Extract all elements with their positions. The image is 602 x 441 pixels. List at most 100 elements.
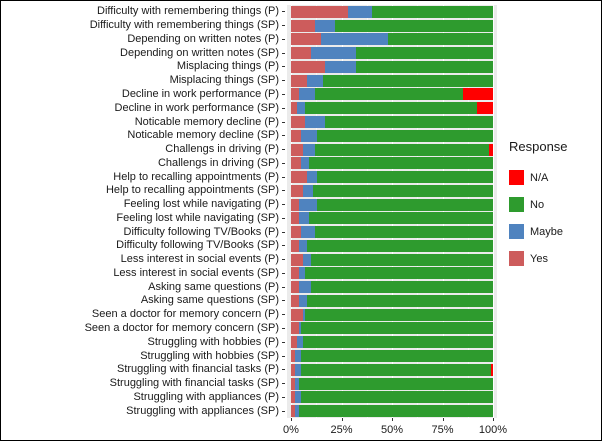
- y-axis-tick: [282, 245, 285, 247]
- bar-segment-yes: [291, 391, 296, 404]
- bar-track: [287, 170, 497, 184]
- bar-segment-no: [305, 102, 477, 115]
- bar-row: Struggling with financial tasks (P): [1, 363, 497, 377]
- category-label: Difficulty with remembering things (SP): [89, 19, 279, 32]
- bar-row: Difficulty following TV/Books (P): [1, 225, 497, 239]
- y-axis-tick: [282, 121, 285, 123]
- bar-segment-maybe: [299, 322, 302, 335]
- bar-row: Challengs in driving (SP): [1, 156, 497, 170]
- bar-row: Asking same questions (SP): [1, 294, 497, 308]
- bar-segment-yes: [291, 253, 304, 266]
- category-label: Less interest in social events (P): [120, 253, 279, 266]
- bar-track: [287, 322, 497, 336]
- bar-track: [287, 253, 497, 267]
- stacked-bar: [291, 350, 493, 363]
- stacked-bar: [291, 294, 493, 307]
- legend-items: N/A No Maybe Yes: [509, 164, 568, 272]
- x-axis-tick: [442, 418, 444, 421]
- legend-swatch: [509, 251, 524, 266]
- major-gridline: [291, 5, 292, 418]
- stacked-bar: [291, 171, 493, 184]
- bar-segment-no: [323, 74, 493, 87]
- bar-segment-maybe: [295, 363, 302, 376]
- category-label: Asking same questions (SP): [140, 294, 279, 307]
- bar-segment-maybe: [305, 116, 326, 128]
- bar-segment-yes: [291, 281, 300, 294]
- y-axis-tick: [282, 93, 285, 95]
- stacked-bar: [291, 129, 493, 142]
- bar-row: Struggling with appliances (SP): [1, 404, 497, 418]
- bar-row: Depending on written notes (SP): [1, 46, 497, 60]
- bar-segment-yes: [291, 336, 298, 349]
- bar-segment-maybe: [299, 239, 308, 252]
- y-axis-tick: [282, 369, 285, 371]
- stacked-bar: [291, 157, 493, 170]
- legend-title: Response: [509, 139, 568, 154]
- major-gridline: [392, 5, 393, 418]
- y-axis-tick: [282, 11, 285, 13]
- bar-segment-yes: [291, 102, 298, 115]
- bar-segment-yes: [291, 212, 300, 225]
- bar-segment-no: [317, 129, 493, 142]
- category-label: Decline in work performance (SP): [114, 101, 279, 114]
- bar-segment-no: [309, 212, 493, 225]
- bar-segment-no: [301, 322, 493, 335]
- bar-row: Difficulty with remembering things (SP): [1, 19, 497, 33]
- bar-segment-maybe: [347, 5, 372, 18]
- bar-track: [287, 239, 497, 253]
- bar-segment-maybe: [325, 60, 356, 73]
- bar-track: [287, 198, 497, 212]
- bar-segment-maybe: [295, 377, 300, 390]
- bar-row: Struggling with hobbies (SP): [1, 349, 497, 363]
- category-label: Seen a doctor for memory concern (SP): [84, 321, 279, 334]
- x-axis-tick: [291, 418, 292, 421]
- minor-gridline: [316, 5, 318, 418]
- bar-segment-maybe: [295, 405, 300, 418]
- stacked-bar: [291, 60, 493, 73]
- x-axis-tick-label: 0%: [283, 424, 299, 436]
- minor-gridline: [467, 5, 469, 418]
- bar-segment-maybe: [295, 350, 302, 363]
- bar-segment-maybe: [307, 74, 324, 87]
- bar-segment-yes: [291, 19, 316, 32]
- bar-segment-no: [307, 294, 493, 307]
- bar-track: [287, 267, 497, 281]
- category-label: Misplacing things (P): [176, 60, 279, 73]
- y-axis-tick: [282, 66, 285, 68]
- bar-segment-yes: [291, 60, 326, 73]
- category-label: Decline in work performance (P): [121, 87, 279, 100]
- bar-segment-no: [303, 336, 493, 349]
- bar-segment-maybe: [299, 198, 318, 211]
- y-axis-tick: [282, 204, 285, 206]
- bar-segment-yes: [291, 129, 302, 142]
- bar-segment-no: [305, 267, 493, 280]
- x-axis-tick-label: 100%: [478, 424, 508, 436]
- stacked-bar: [291, 405, 493, 418]
- stacked-bar: [291, 74, 493, 87]
- category-label: Challengs in driving (SP): [157, 156, 279, 169]
- category-label: Challengs in driving (P): [165, 143, 279, 156]
- bar-track: [287, 280, 497, 294]
- bar-track: [287, 19, 497, 33]
- bar-row: Noticable memory decline (SP): [1, 129, 497, 143]
- stacked-bar: [291, 267, 493, 280]
- bar-row: Asking same questions (P): [1, 280, 497, 294]
- bar-segment-yes: [291, 157, 302, 170]
- legend-swatch: [509, 224, 524, 239]
- bar-track: [287, 211, 497, 225]
- category-label: Difficulty following TV/Books (P): [123, 225, 279, 238]
- bar-row: Misplacing things (P): [1, 60, 497, 74]
- bar-row: Difficulty following TV/Books (SP): [1, 239, 497, 253]
- bar-segment-maybe: [299, 294, 308, 307]
- category-label: Feeling lost while navigating (SP): [116, 211, 279, 224]
- bar-track: [287, 294, 497, 308]
- bar-track: [287, 115, 497, 129]
- bar-segment-yes: [291, 377, 296, 390]
- category-label: Help to recalling appointments (SP): [105, 184, 279, 197]
- x-axis-tick-label: 75%: [431, 424, 454, 436]
- bar-track: [287, 129, 497, 143]
- bar-row: Feeling lost while navigating (P): [1, 198, 497, 212]
- bar-segment-no: [315, 88, 463, 101]
- y-axis-tick: [282, 52, 285, 54]
- stacked-bar: [291, 212, 493, 225]
